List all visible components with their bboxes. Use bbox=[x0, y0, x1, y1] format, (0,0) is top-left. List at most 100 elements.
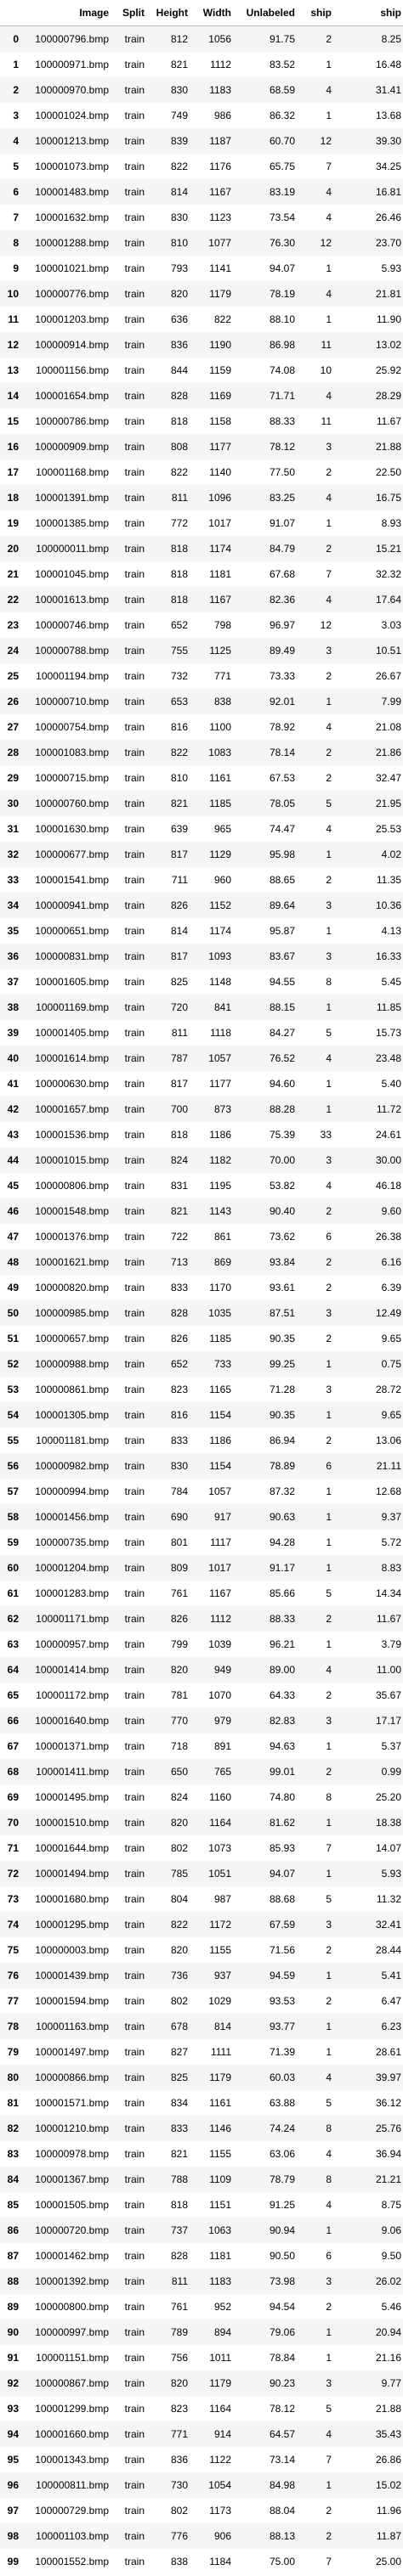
cell-ship-percent: 21.11 bbox=[376, 1460, 401, 1472]
header-unlabeled: Unlabeled bbox=[233, 0, 297, 26]
cell-width: 838 bbox=[213, 696, 231, 707]
row-index: 90 bbox=[7, 2326, 19, 2338]
table-row: 23 100000746.bmp train 652 798 96.97 12 3.03 bbox=[0, 612, 403, 638]
cell-split: train bbox=[124, 2352, 145, 2364]
cell-height: 818 bbox=[170, 568, 188, 580]
cell-ship-percent: 15.02 bbox=[375, 2479, 401, 2491]
cell-image: 100001073.bmp bbox=[35, 161, 109, 172]
row-index: 18 bbox=[7, 492, 19, 504]
table-row: 19 100001385.bmp train 772 1017 91.07 1 8.93 bbox=[0, 510, 403, 536]
cell-height: 785 bbox=[170, 1868, 188, 1880]
cell-width: 1164 bbox=[209, 1817, 231, 1829]
cell-image: 100000720.bmp bbox=[35, 2224, 109, 2236]
table-row: 53 100000861.bmp train 823 1165 71.28 3 28.72 bbox=[0, 1377, 403, 1402]
cell-image: 100000978.bmp bbox=[35, 2148, 109, 2160]
table-row: 63 100000957.bmp train 799 1039 96.21 1 3.79 bbox=[0, 1632, 403, 1657]
cell-height: 781 bbox=[170, 1689, 188, 1701]
cell-ship-count: 1 bbox=[326, 1358, 332, 1370]
cell-unlabeled: 77.50 bbox=[269, 466, 295, 478]
row-index: 41 bbox=[7, 1078, 19, 1090]
cell-ship-count: 5 bbox=[326, 798, 332, 809]
table-row: 67 100001371.bmp train 718 891 94.63 1 5.37 bbox=[0, 1733, 403, 1759]
cell-height: 799 bbox=[170, 1638, 188, 1650]
cell-unlabeled: 87.32 bbox=[269, 1485, 295, 1497]
cell-unlabeled: 73.14 bbox=[269, 2454, 295, 2466]
cell-width: 1070 bbox=[208, 1689, 231, 1701]
cell-image: 100001283.bmp bbox=[35, 1587, 109, 1599]
cell-ship-percent: 9.60 bbox=[381, 1205, 401, 1217]
table-row: 44 100001015.bmp train 824 1182 70.00 3 30.00 bbox=[0, 1147, 403, 1173]
cell-width: 1167 bbox=[209, 186, 231, 198]
cell-ship-percent: 32.47 bbox=[375, 772, 401, 784]
cell-image: 100000786.bmp bbox=[35, 415, 109, 427]
cell-ship-count: 1 bbox=[326, 1409, 332, 1421]
row-index: 63 bbox=[7, 1638, 19, 1650]
cell-split: train bbox=[124, 2097, 145, 2109]
cell-image: 100000971.bmp bbox=[35, 59, 109, 70]
cell-ship-percent: 6.23 bbox=[381, 2021, 401, 2032]
cell-ship-count: 5 bbox=[326, 2403, 332, 2415]
cell-unlabeled: 90.94 bbox=[269, 2224, 295, 2236]
cell-image: 100000820.bmp bbox=[35, 1282, 109, 1294]
row-index: 1 bbox=[13, 59, 19, 70]
table-row: 21 100001045.bmp train 818 1181 67.68 7 32.32 bbox=[0, 561, 403, 587]
cell-image: 100001613.bmp bbox=[35, 594, 109, 606]
cell-split: train bbox=[124, 1231, 145, 1243]
table-header: Image Split Height Width Unlabeled ship … bbox=[0, 0, 403, 26]
cell-image: 100001654.bmp bbox=[35, 390, 109, 402]
cell-height: 821 bbox=[170, 798, 188, 809]
row-index: 78 bbox=[7, 2021, 19, 2032]
cell-height: 820 bbox=[170, 1944, 188, 1956]
cell-image: 100001295.bmp bbox=[35, 1919, 109, 1931]
cell-ship-count: 12 bbox=[320, 619, 332, 631]
cell-height: 636 bbox=[170, 313, 188, 325]
cell-width: 1177 bbox=[209, 441, 231, 453]
cell-ship-percent: 5.93 bbox=[381, 262, 401, 274]
cell-split: train bbox=[124, 2199, 145, 2211]
cell-width: 1112 bbox=[210, 59, 231, 70]
cell-width: 1146 bbox=[209, 2122, 231, 2134]
cell-ship-percent: 11.32 bbox=[376, 1893, 401, 1905]
cell-unlabeled: 76.30 bbox=[269, 237, 295, 249]
cell-height: 736 bbox=[170, 1970, 188, 1981]
cell-split: train bbox=[124, 2021, 145, 2032]
table-row: 35 100000651.bmp train 814 1174 95.87 1 4.13 bbox=[0, 918, 403, 944]
cell-split: train bbox=[124, 1435, 145, 1446]
cell-unlabeled: 93.84 bbox=[269, 1256, 295, 1268]
cell-unlabeled: 82.36 bbox=[269, 594, 295, 606]
cell-ship-count: 4 bbox=[326, 211, 332, 223]
cell-ship-count: 2 bbox=[326, 772, 332, 784]
table-row: 42 100001657.bmp train 700 873 88.28 1 11.72 bbox=[0, 1096, 403, 1122]
cell-ship-percent: 15.21 bbox=[375, 543, 401, 555]
cell-image: 100001203.bmp bbox=[35, 313, 109, 325]
cell-ship-percent: 26.67 bbox=[375, 670, 401, 682]
row-index: 22 bbox=[7, 594, 19, 606]
table-row: 91 100001151.bmp train 756 1011 78.84 1 21.16 bbox=[0, 2345, 403, 2370]
cell-width: 1185 bbox=[209, 798, 231, 809]
cell-ship-percent: 11.67 bbox=[376, 1613, 401, 1625]
cell-ship-count: 2 bbox=[326, 543, 332, 555]
cell-width: 1165 bbox=[209, 1384, 231, 1395]
cell-unlabeled: 68.59 bbox=[269, 84, 295, 96]
cell-image: 100001392.bmp bbox=[35, 2275, 109, 2287]
cell-ship-percent: 25.76 bbox=[375, 2122, 401, 2134]
cell-image: 100001411.bmp bbox=[36, 1766, 109, 1778]
table-row: 97 100000729.bmp train 802 1173 88.04 2 11.96 bbox=[0, 2498, 403, 2523]
cell-width: 894 bbox=[213, 2326, 231, 2338]
table-row: 47 100001376.bmp train 722 861 73.62 6 26.38 bbox=[0, 1224, 403, 1249]
table-row: 94 100001660.bmp train 771 914 64.57 4 35.43 bbox=[0, 2421, 403, 2447]
cell-height: 801 bbox=[170, 1536, 188, 1548]
row-index: 54 bbox=[7, 1409, 19, 1421]
cell-split: train bbox=[124, 874, 145, 886]
row-index: 21 bbox=[7, 568, 19, 580]
cell-width: 1182 bbox=[209, 1154, 231, 1166]
cell-ship-percent: 11.90 bbox=[376, 313, 401, 325]
cell-image: 100000677.bmp bbox=[35, 848, 109, 860]
cell-width: 1172 bbox=[209, 1919, 231, 1931]
cell-width: 1143 bbox=[209, 1205, 231, 1217]
row-index: 31 bbox=[7, 823, 19, 835]
cell-ship-percent: 31.41 bbox=[375, 84, 401, 96]
row-index: 75 bbox=[7, 1944, 19, 1956]
cell-ship-count: 2 bbox=[326, 1205, 332, 1217]
cell-image: 100001630.bmp bbox=[35, 823, 109, 835]
